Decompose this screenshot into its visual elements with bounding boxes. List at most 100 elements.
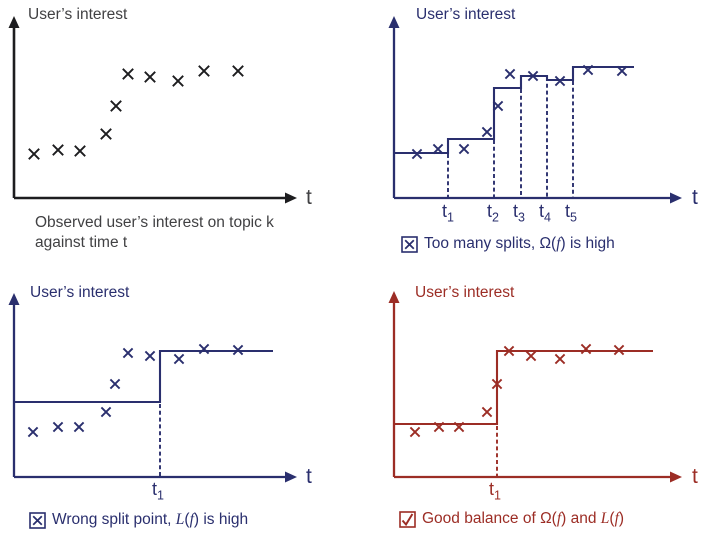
data-point-x-marker: [232, 65, 244, 77]
caption-segment: ): [618, 510, 625, 527]
x-axis-arrow-icon: [285, 471, 297, 483]
data-point-x-marker: [554, 353, 566, 365]
caption-too-many-splits-text: Too many splits, Ω(f) is high: [424, 235, 615, 253]
step-function-line: [394, 65, 634, 155]
data-point-x-marker: [503, 345, 515, 357]
caption-too-many-splits: Too many splits, Ω(f) is high: [401, 235, 615, 253]
x-axis-arrow-icon: [670, 192, 682, 204]
wrong-split-point-plot: [8, 293, 297, 483]
caption-segment: (: [609, 510, 615, 527]
data-point-x-marker: [492, 100, 504, 112]
y-axis-arrow-icon: [388, 291, 400, 303]
math-symbol: f: [189, 511, 194, 528]
data-point-x-marker: [582, 64, 594, 76]
data-point-x-marker: [144, 350, 156, 362]
panel-observed-title: User’s interest: [28, 6, 128, 23]
panel-too-many-splits-title: User’s interest: [416, 6, 516, 23]
y-axis-arrow-icon: [8, 293, 20, 305]
observed-plot: [8, 16, 297, 204]
data-point-x-marker: [411, 148, 423, 160]
caption-segment: ) is high: [560, 235, 615, 252]
x-axis-arrow-icon: [285, 192, 297, 204]
panel-wrong-split-t-axis-label: t: [306, 465, 312, 488]
crossed-box-icon: [29, 511, 46, 529]
caption-line-2: against time t: [35, 234, 128, 251]
math-symbol: f: [556, 235, 561, 252]
data-point-x-marker: [616, 65, 628, 77]
step-function-line: [394, 349, 653, 426]
data-point-x-marker: [122, 68, 134, 80]
data-point-x-marker: [172, 75, 184, 87]
data-point-x-marker: [580, 343, 592, 355]
data-point-x-marker: [491, 378, 503, 390]
data-point-x-marker: [122, 347, 134, 359]
too-many-splits-plot: [388, 16, 682, 204]
y-axis-arrow-icon: [388, 16, 400, 28]
data-point-x-marker: [73, 421, 85, 433]
panel-good-balance-title: User’s interest: [415, 284, 515, 301]
caption-segment: Ω(: [540, 510, 557, 527]
math-symbol: L: [175, 511, 185, 528]
panel-observed-t-axis-label: t: [306, 186, 312, 209]
data-point-x-marker: [28, 148, 40, 160]
caption-good-balance-text: Good balance of Ω(f) and L(f): [422, 510, 624, 528]
data-point-x-marker: [527, 70, 539, 82]
data-point-x-marker: [74, 145, 86, 157]
data-point-x-marker: [409, 426, 421, 438]
caption-segment: Wrong split point,: [52, 511, 176, 528]
data-point-x-marker: [52, 144, 64, 156]
crossed-box-icon: [401, 235, 418, 253]
tick-label-t3: t3: [513, 201, 525, 225]
panel-too-many-splits-t-axis-label: t: [692, 186, 698, 209]
data-point-x-marker: [458, 143, 470, 155]
tick-label-t1: t1: [152, 479, 164, 503]
data-point-x-marker: [198, 65, 210, 77]
data-point-x-marker: [433, 421, 445, 433]
caption-segment: Too many splits,: [424, 235, 540, 252]
caption-segment: Good balance of: [422, 510, 541, 527]
data-point-x-marker: [554, 75, 566, 87]
data-point-x-marker: [173, 353, 185, 365]
math-symbol: f: [556, 510, 562, 527]
caption-segment: (: [184, 511, 190, 528]
caption-wrong-split-text: Wrong split point, L(f) is high: [52, 511, 248, 529]
panel-wrong-split-title: User’s interest: [30, 284, 130, 301]
data-point-x-marker: [109, 378, 121, 390]
math-symbol: L: [600, 510, 610, 527]
tick-label-t4: t4: [539, 201, 551, 225]
data-point-x-marker: [198, 343, 210, 355]
data-point-x-marker: [613, 344, 625, 356]
data-point-x-marker: [27, 426, 39, 438]
caption-segment: ) is high: [193, 511, 249, 528]
x-axis-arrow-icon: [670, 471, 682, 483]
tick-label-t1: t1: [489, 479, 501, 503]
data-point-x-marker: [504, 68, 516, 80]
caption-observed: Observed user’s interest on topic k agai…: [35, 213, 274, 253]
caption-line-1: Observed user’s interest on topic k: [35, 214, 274, 231]
caption-wrong-split: Wrong split point, L(f) is high: [29, 511, 248, 529]
y-axis-arrow-icon: [8, 16, 20, 28]
checked-box-icon: [399, 510, 416, 528]
panel-good-balance-t-axis-label: t: [692, 465, 698, 488]
data-point-x-marker: [110, 100, 122, 112]
data-point-x-marker: [100, 128, 112, 140]
data-point-x-marker: [453, 421, 465, 433]
math-symbol: f: [614, 510, 619, 527]
data-point-x-marker: [432, 143, 444, 155]
data-point-x-marker: [100, 406, 112, 418]
caption-segment: ) and: [561, 510, 601, 527]
data-point-x-marker: [232, 344, 244, 356]
data-point-x-marker: [525, 350, 537, 362]
caption-segment: Ω(: [539, 235, 557, 252]
step-function-line: [14, 349, 273, 404]
data-point-x-marker: [144, 71, 156, 83]
tick-label-t1: t1: [442, 201, 454, 225]
data-point-x-marker: [481, 406, 493, 418]
good-balance-plot: [388, 291, 682, 483]
data-point-x-marker: [481, 126, 493, 138]
tick-label-t5: t5: [565, 201, 577, 225]
tick-label-t2: t2: [487, 201, 499, 225]
caption-good-balance: Good balance of Ω(f) and L(f): [399, 510, 624, 528]
